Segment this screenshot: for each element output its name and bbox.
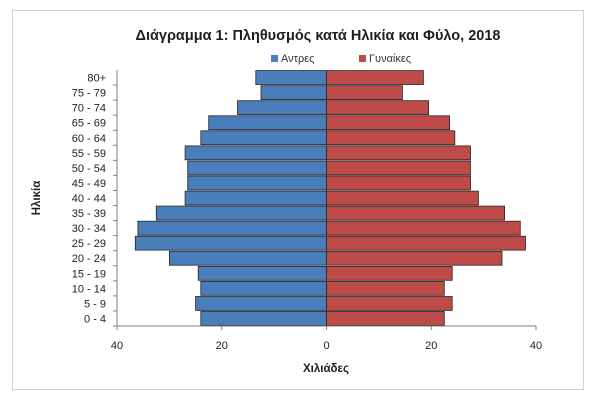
y-tick-label: 20 - 24 bbox=[72, 253, 106, 265]
y-tick-label: 70 - 74 bbox=[72, 103, 106, 115]
y-tick-label: 15 - 19 bbox=[72, 268, 106, 280]
bar-men-5 bbox=[134, 235, 327, 251]
y-tick-label: 10 - 14 bbox=[72, 283, 106, 295]
legend-swatch-women bbox=[359, 55, 366, 62]
y-tick-label: 40 - 44 bbox=[72, 193, 106, 205]
bar-women-7 bbox=[326, 205, 506, 221]
y-tick-label: 45 - 49 bbox=[72, 178, 106, 190]
bar-men-14 bbox=[237, 100, 327, 115]
legend: Αντρες Γυναίκες bbox=[271, 53, 411, 65]
bar-men-1 bbox=[195, 296, 327, 311]
x-axis-label: Χιλιάδες bbox=[303, 363, 349, 375]
bar-men-13 bbox=[208, 115, 327, 131]
x-tick-labels: 40 20 0 20 40 bbox=[111, 326, 542, 352]
bar-men-0 bbox=[200, 311, 327, 326]
bar-women-16 bbox=[326, 70, 424, 85]
y-tick-label: 65 - 69 bbox=[72, 118, 106, 130]
bar-women-10 bbox=[326, 160, 471, 176]
bar-women-12 bbox=[326, 130, 456, 146]
bar-women-15 bbox=[326, 85, 403, 100]
bar-men-3 bbox=[197, 265, 327, 281]
legend-label-men: Αντρες bbox=[281, 53, 314, 65]
y-tick-label: 75 - 79 bbox=[72, 88, 106, 100]
x-tick-label: 40 bbox=[530, 340, 542, 352]
y-tick-label: 50 - 54 bbox=[72, 163, 106, 175]
bar-men-4 bbox=[168, 250, 327, 266]
y-tick-label: 60 - 64 bbox=[72, 133, 106, 145]
x-tick-label: 0 bbox=[323, 340, 329, 352]
bar-women-1 bbox=[326, 296, 453, 311]
bar-men-8 bbox=[184, 190, 327, 206]
y-tick-label: 5 - 9 bbox=[84, 298, 106, 310]
chart-title: Διάγραμμα 1: Πληθυσμός κατά Ηλικία και Φ… bbox=[136, 28, 501, 44]
bar-women-14 bbox=[326, 100, 429, 115]
bar-men-12 bbox=[200, 130, 327, 146]
y-tick-label: 35 - 39 bbox=[72, 208, 106, 220]
bar-women-11 bbox=[326, 145, 471, 161]
legend-swatch-men bbox=[271, 55, 278, 62]
y-tick-label: 55 - 59 bbox=[72, 148, 106, 160]
bar-women-9 bbox=[326, 175, 471, 191]
y-tick-label: 30 - 34 bbox=[72, 223, 106, 235]
y-tick-label: 25 - 29 bbox=[72, 238, 106, 250]
bar-women-6 bbox=[326, 220, 521, 236]
bar-men-10 bbox=[187, 160, 327, 176]
y-tick-label: 0 - 4 bbox=[84, 314, 106, 326]
y-tick-label: 80+ bbox=[87, 73, 106, 85]
bars-group bbox=[134, 70, 526, 326]
y-axis-label: Ηλικία bbox=[31, 181, 43, 216]
bar-men-7 bbox=[155, 205, 327, 221]
bar-women-13 bbox=[326, 115, 450, 131]
bar-women-5 bbox=[326, 235, 526, 251]
bar-women-8 bbox=[326, 190, 479, 206]
bar-men-11 bbox=[184, 145, 327, 161]
bar-men-6 bbox=[137, 220, 327, 236]
bar-men-2 bbox=[200, 280, 327, 296]
bar-men-16 bbox=[255, 70, 327, 85]
bar-women-3 bbox=[326, 265, 453, 281]
bar-men-15 bbox=[260, 85, 327, 100]
x-tick-label: 20 bbox=[425, 340, 437, 352]
bar-women-4 bbox=[326, 250, 503, 266]
x-tick-label: 20 bbox=[216, 340, 228, 352]
bar-men-9 bbox=[187, 175, 327, 191]
bar-women-0 bbox=[326, 311, 445, 326]
y-category-labels: 0 - 4 5 - 9 10 - 14 15 - 19 20 - 24 25 - 29 30… bbox=[72, 73, 117, 327]
bar-women-2 bbox=[326, 280, 445, 296]
legend-label-women: Γυναίκες bbox=[369, 53, 411, 65]
x-tick-label: 40 bbox=[111, 340, 123, 352]
